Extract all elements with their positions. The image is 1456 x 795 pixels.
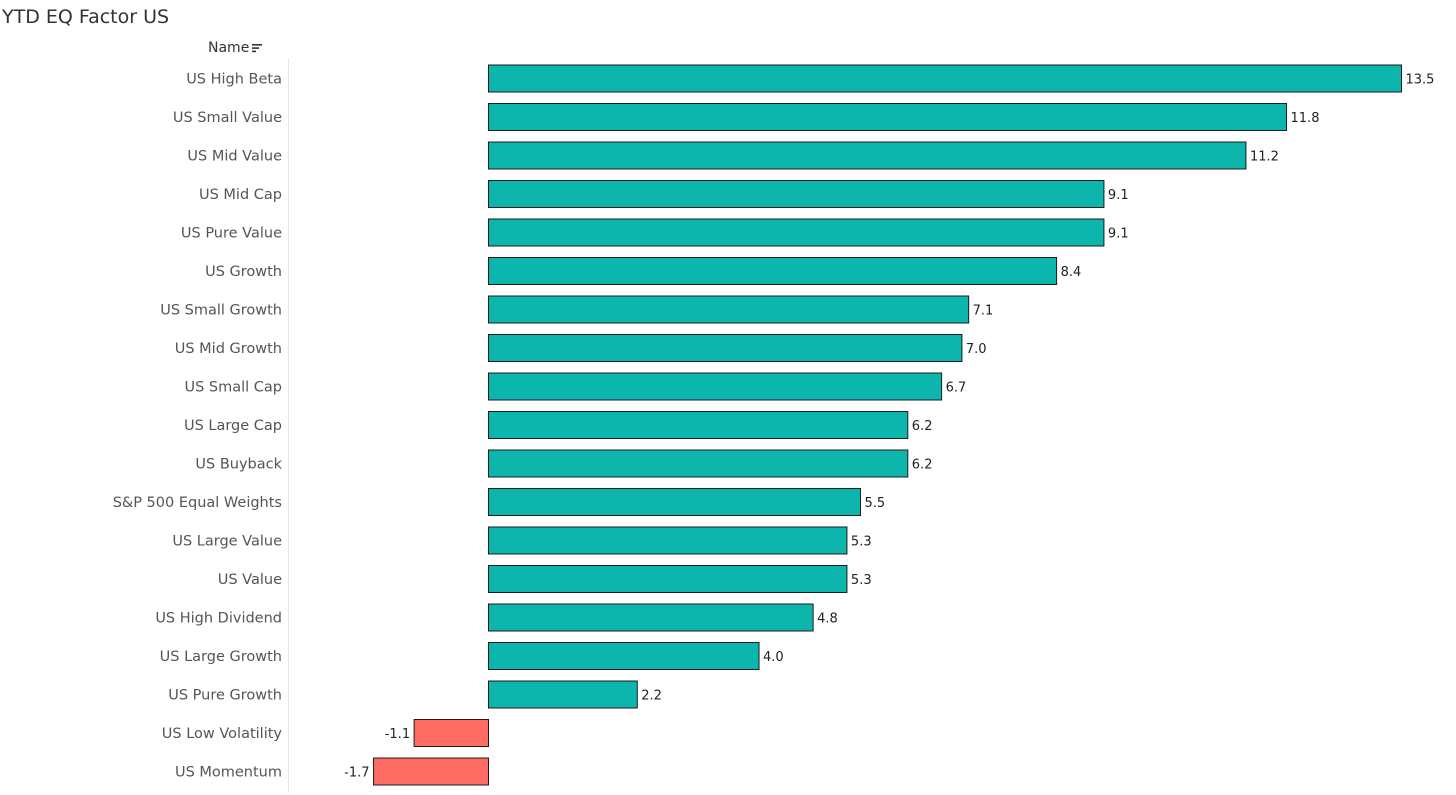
bar[interactable]: [488, 257, 1058, 285]
value-label: 7.0: [966, 342, 987, 357]
bar[interactable]: [488, 411, 909, 439]
category-label: US Mid Growth: [175, 341, 282, 357]
category-label: US Small Value: [173, 110, 282, 126]
value-label: 4.0: [763, 650, 784, 665]
bar[interactable]: [488, 680, 638, 709]
bar[interactable]: [413, 719, 490, 747]
chart-title: YTD EQ Factor US: [2, 6, 170, 28]
bar[interactable]: [488, 449, 909, 478]
value-label: 13.5: [1406, 73, 1435, 88]
category-label: US Mid Cap: [199, 187, 282, 203]
category-label: US High Dividend: [155, 611, 282, 627]
category-label: US Large Growth: [160, 649, 282, 665]
bar[interactable]: [488, 103, 1288, 131]
value-label: 6.2: [912, 458, 933, 473]
value-label: 6.2: [912, 419, 933, 434]
category-label: US Value: [218, 572, 282, 588]
value-label: 6.7: [946, 381, 967, 396]
bar[interactable]: [488, 218, 1105, 247]
category-label: US Pure Value: [181, 226, 282, 242]
bar[interactable]: [373, 757, 489, 786]
value-label: 4.8: [817, 612, 838, 627]
bar[interactable]: [488, 334, 963, 362]
bar[interactable]: [488, 526, 848, 555]
value-label: 9.1: [1108, 227, 1129, 242]
category-label: US Small Growth: [160, 303, 282, 319]
category-label: US Pure Growth: [168, 688, 282, 704]
category-label: US Buyback: [195, 457, 282, 473]
category-label: US Momentum: [175, 765, 282, 781]
category-label: US High Beta: [186, 72, 282, 88]
bar[interactable]: [488, 488, 861, 516]
sort-descending-icon[interactable]: [252, 43, 263, 53]
bar[interactable]: [488, 372, 943, 401]
category-label: S&P 500 Equal Weights: [113, 495, 282, 511]
name-column-header[interactable]: Name: [208, 40, 263, 56]
bar[interactable]: [488, 180, 1105, 208]
bar[interactable]: [488, 64, 1402, 93]
category-label: US Large Cap: [184, 418, 282, 434]
value-label: 11.8: [1291, 111, 1320, 126]
value-label: -1.1: [385, 727, 410, 742]
value-label: 11.2: [1250, 150, 1279, 165]
category-label: US Low Volatility: [162, 726, 283, 742]
value-label: 9.1: [1108, 188, 1129, 203]
bar[interactable]: [488, 295, 970, 324]
value-label: 2.2: [641, 689, 662, 704]
chart-rows: US High Beta 13.5 US Small Value 11.8 US Mid…: [113, 64, 1435, 786]
bar[interactable]: [488, 603, 814, 632]
value-label: 8.4: [1061, 265, 1082, 280]
category-label: US Growth: [205, 264, 282, 280]
value-label: 7.1: [973, 304, 994, 319]
bar[interactable]: [488, 141, 1247, 170]
value-label: 5.3: [851, 535, 872, 550]
value-label: 5.5: [864, 496, 885, 511]
bar[interactable]: [488, 565, 848, 593]
category-label: US Large Value: [172, 534, 282, 550]
value-label: -1.7: [344, 766, 369, 781]
name-column-header-label: Name: [208, 40, 250, 56]
category-label: US Small Cap: [184, 380, 282, 396]
category-label: US Mid Value: [187, 149, 282, 165]
value-label: 5.3: [851, 573, 872, 588]
bar[interactable]: [488, 642, 760, 670]
